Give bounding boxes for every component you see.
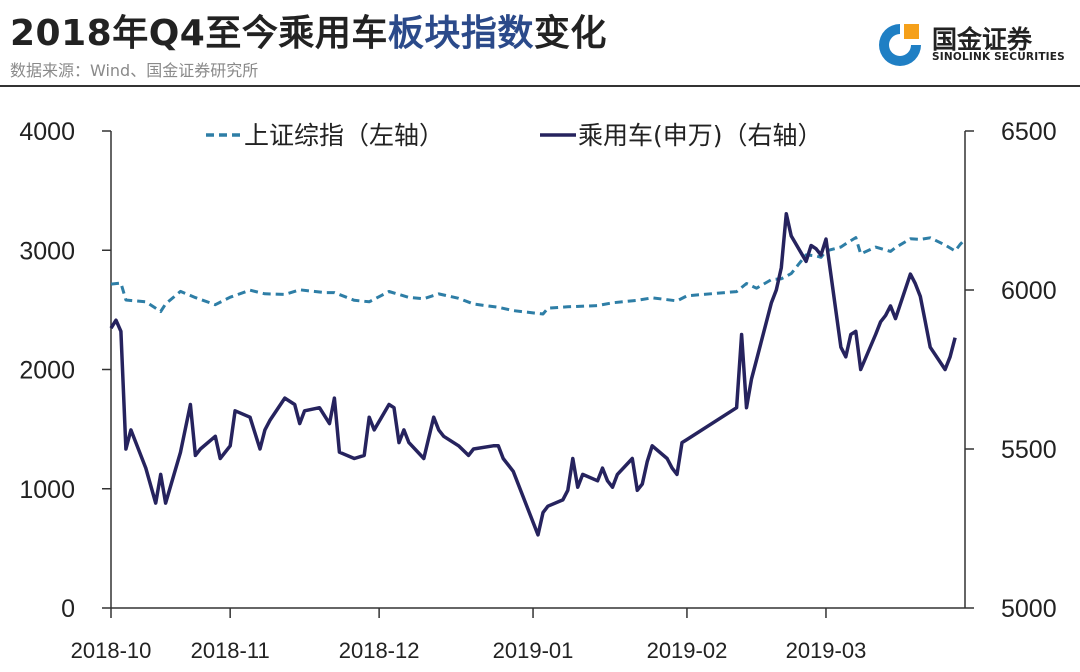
right-tick-label: 5000 bbox=[1001, 595, 1057, 623]
title-suffix: 变化 bbox=[533, 13, 607, 54]
x-axis-ticks: 2018-10 2018-11 2018-12 2019-01 2019-02 2019-… bbox=[71, 608, 867, 663]
left-tick-label: 3000 bbox=[19, 237, 75, 265]
x-tick-label: 2018-10 bbox=[71, 638, 152, 663]
x-tick-label: 2019-03 bbox=[786, 638, 867, 663]
x-tick-label: 2018-12 bbox=[339, 638, 420, 663]
x-tick-label: 2018-11 bbox=[191, 638, 270, 663]
brand-logo: 国金证券 SINOLINK SECURITIES bbox=[876, 18, 1076, 68]
left-tick-label: 1000 bbox=[19, 476, 75, 504]
logo-english-name: SINOLINK SECURITIES bbox=[932, 51, 1065, 63]
series-line-auto bbox=[109, 211, 957, 537]
series-line-sse bbox=[110, 236, 967, 316]
legend-label-sse: 上证综指（左轴） bbox=[244, 121, 444, 150]
legend-item-sse: 上证综指（左轴） bbox=[206, 121, 444, 150]
legend-label-auto: 乘用车(申万)（右轴） bbox=[578, 121, 823, 150]
legend-item-auto: 乘用车(申万)（右轴） bbox=[540, 121, 823, 150]
left-tick-label: 4000 bbox=[19, 118, 75, 146]
header-divider bbox=[0, 85, 1080, 87]
left-tick-label: 2000 bbox=[19, 357, 75, 385]
title-highlight: 板块指数 bbox=[387, 13, 534, 54]
right-tick-label: 6500 bbox=[1001, 118, 1057, 146]
right-tick-label: 5500 bbox=[1001, 436, 1057, 464]
right-axis-ticks: 5000 5500 6000 6500 bbox=[965, 118, 1057, 623]
right-tick-label: 6000 bbox=[1001, 277, 1057, 305]
page-title: 2018年Q4至今乘用车板块指数变化 bbox=[10, 4, 607, 56]
left-axis-ticks: 0 1000 2000 3000 4000 bbox=[19, 118, 111, 623]
title-prefix: 2018年Q4至今乘用车 bbox=[10, 13, 388, 54]
sinolink-logo-icon bbox=[879, 24, 922, 66]
x-tick-label: 2019-02 bbox=[647, 638, 728, 663]
legend: 上证综指（左轴） 乘用车(申万)（右轴） bbox=[206, 121, 823, 150]
left-tick-label: 0 bbox=[61, 595, 75, 623]
logo-name: 国金证券 bbox=[932, 25, 1033, 54]
x-tick-label: 2019-01 bbox=[493, 638, 574, 663]
source-note: 数据来源：Wind、国金证券研究所 bbox=[10, 61, 259, 80]
